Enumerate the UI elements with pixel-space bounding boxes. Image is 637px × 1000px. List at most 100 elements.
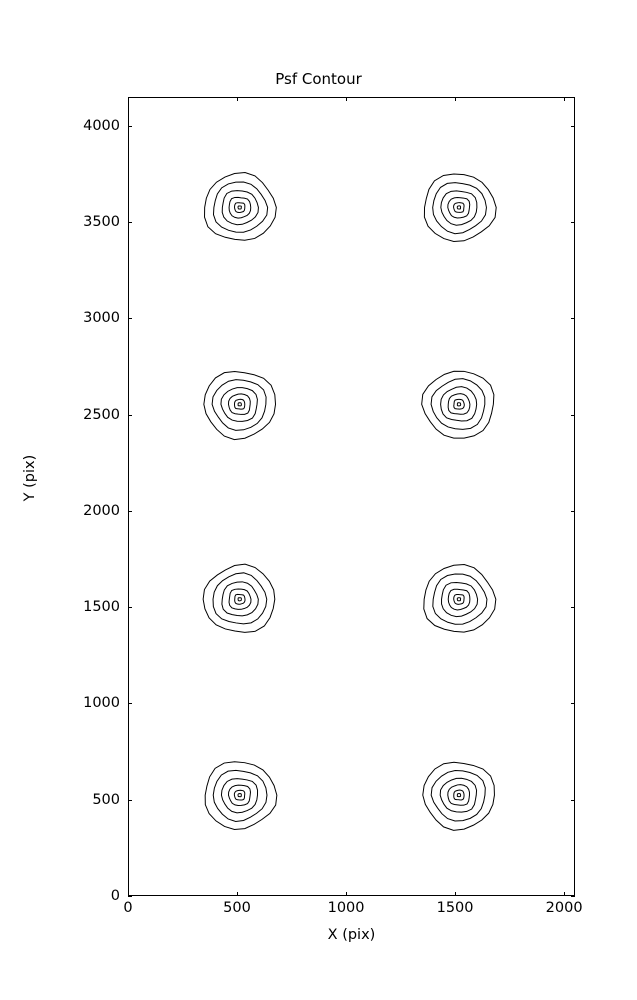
y-axis-label: Y (pix) xyxy=(22,454,38,502)
x-tick-mark-top xyxy=(346,97,348,101)
y-tick-label: 3000 xyxy=(83,310,120,327)
contour-ring xyxy=(237,205,242,210)
contour-ring xyxy=(204,172,277,241)
contour-source-psf-6 xyxy=(423,564,497,633)
contour-ring xyxy=(456,205,462,210)
x-tick-mark xyxy=(455,892,457,896)
contour-ring xyxy=(447,196,471,219)
contour-ring xyxy=(440,190,478,226)
contour-source-psf-8 xyxy=(422,761,495,831)
y-tick-label: 2000 xyxy=(83,502,120,519)
contour-ring xyxy=(423,564,497,633)
page-title: Psf Contour xyxy=(275,70,362,88)
y-tick-mark-right xyxy=(571,703,575,705)
contour-ring xyxy=(237,793,242,798)
y-tick-mark xyxy=(128,896,132,897)
contour-source-psf-4 xyxy=(421,370,495,439)
contour-ring xyxy=(237,597,242,602)
x-tick-mark xyxy=(128,892,129,896)
y-tick-mark xyxy=(128,125,132,127)
y-tick-label: 4000 xyxy=(83,117,120,134)
contour-source-psf-5 xyxy=(202,563,276,633)
contour-ring xyxy=(212,572,268,625)
x-tick-label: 0 xyxy=(123,900,133,916)
contour-source-psf-3 xyxy=(203,370,277,441)
y-tick-mark-right xyxy=(571,318,575,320)
contour-source-psf-7 xyxy=(204,761,278,831)
contour-ring xyxy=(234,593,246,605)
y-tick-label: 1500 xyxy=(83,599,120,616)
y-tick-label: 1000 xyxy=(83,695,120,712)
y-tick-mark xyxy=(128,607,132,609)
x-axis-label: X (pix) xyxy=(327,927,376,943)
x-tick-mark xyxy=(564,892,566,896)
contour-ring xyxy=(204,761,278,831)
x-tick-mark-top xyxy=(455,97,457,101)
y-tick-mark xyxy=(128,799,132,801)
contour-ring xyxy=(447,784,470,806)
contour-ring xyxy=(212,181,269,233)
contour-ring xyxy=(221,190,259,226)
x-tick-mark-top xyxy=(237,97,239,101)
y-tick-mark xyxy=(128,510,132,512)
contour-ring xyxy=(456,597,462,602)
contour-ring xyxy=(447,588,471,611)
y-tick-label: 3500 xyxy=(83,214,120,231)
x-tick-label: 1500 xyxy=(436,900,474,916)
contour-ring xyxy=(234,202,246,214)
y-tick-label: 2500 xyxy=(83,406,120,423)
y-tick-mark-right xyxy=(571,125,575,127)
y-tick-mark-right xyxy=(571,896,575,897)
contour-ring xyxy=(227,393,251,415)
contour-ring xyxy=(453,398,465,410)
x-tick-label: 2000 xyxy=(545,900,583,916)
contour-ring xyxy=(440,386,478,422)
contour-ring xyxy=(221,581,259,617)
contour-ring xyxy=(423,173,497,242)
contour-ring xyxy=(234,398,246,410)
contour-ring xyxy=(453,594,465,605)
y-tick-mark-right xyxy=(571,799,575,801)
x-tick-label: 500 xyxy=(223,900,251,916)
contour-ring xyxy=(456,793,462,798)
contour-ring xyxy=(432,182,487,235)
contour-ring xyxy=(421,370,495,439)
contour-ring xyxy=(453,202,465,213)
contour-lines xyxy=(202,172,497,831)
y-tick-mark-right xyxy=(571,607,575,609)
contour-ring xyxy=(430,769,486,822)
y-tick-mark xyxy=(128,318,132,320)
y-tick-mark-right xyxy=(571,510,575,512)
y-axis-tick-labels: 0 500 1000 1500 2000 2500 3000 3500 4000 xyxy=(0,0,120,1000)
contour-plot-svg xyxy=(202,172,497,831)
plot-axes xyxy=(128,97,575,896)
contour-ring xyxy=(432,573,488,625)
y-tick-mark xyxy=(128,703,132,705)
contour-ring xyxy=(228,588,252,610)
x-tick-mark xyxy=(237,892,239,896)
x-tick-mark-top xyxy=(564,97,566,101)
y-tick-mark xyxy=(128,222,132,224)
y-tick-mark-right xyxy=(571,222,575,224)
contour-ring xyxy=(422,761,495,831)
contour-ring xyxy=(220,778,259,814)
contour-ring xyxy=(456,402,462,407)
y-tick-mark-right xyxy=(571,414,575,416)
contour-ring xyxy=(203,370,277,441)
y-tick-mark xyxy=(128,414,132,416)
contour-ring xyxy=(228,196,252,219)
y-tick-label: 500 xyxy=(92,791,120,808)
contour-ring xyxy=(227,784,251,807)
contour-ring xyxy=(430,378,486,430)
contour-ring xyxy=(237,402,242,407)
x-tick-label: 1000 xyxy=(327,900,365,916)
contour-ring xyxy=(233,789,246,801)
contour-ring xyxy=(441,581,479,618)
x-tick-mark xyxy=(346,892,348,896)
x-tick-mark-top xyxy=(128,97,129,101)
contour-ring xyxy=(439,777,478,813)
contour-ring xyxy=(220,387,258,422)
contour-ring xyxy=(447,393,471,415)
